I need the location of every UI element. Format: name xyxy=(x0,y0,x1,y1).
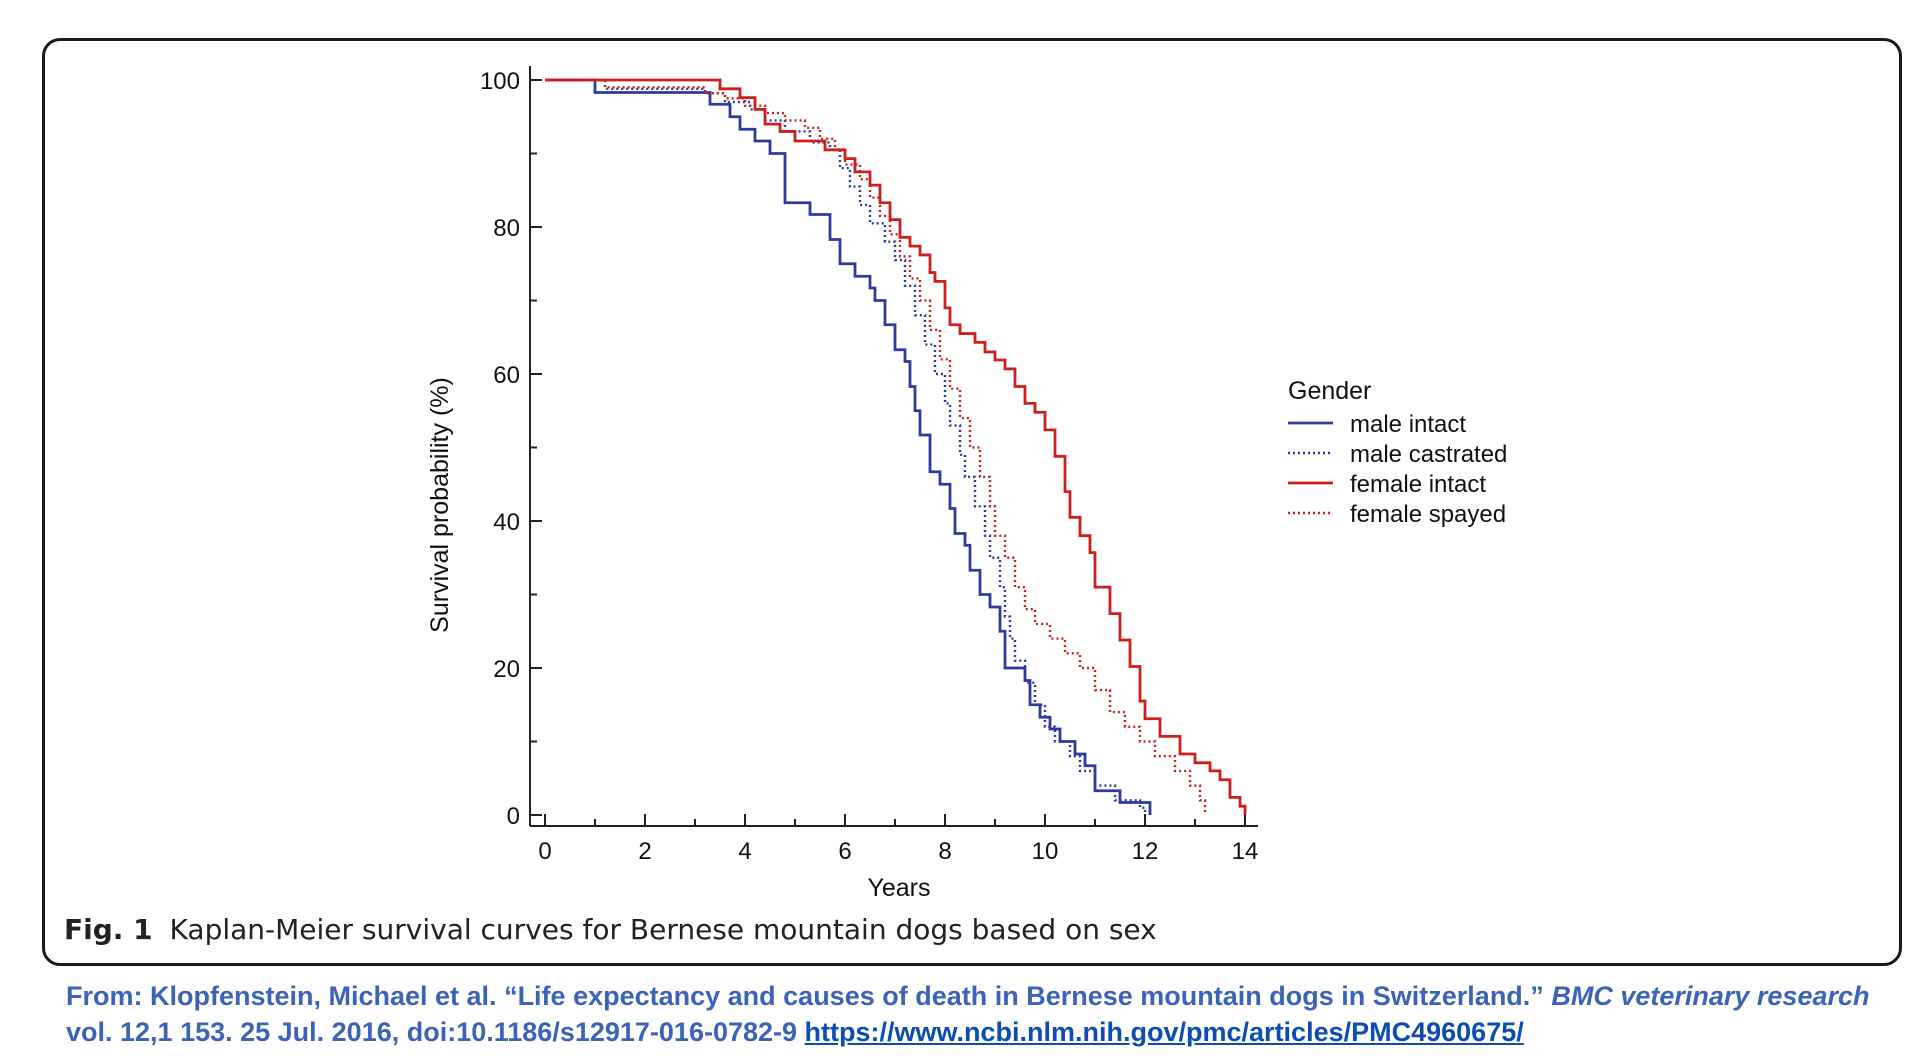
x-axis-label: Years xyxy=(867,874,930,902)
series-male-castrated xyxy=(545,78,1147,815)
x-tick-label: 0 xyxy=(538,838,551,865)
series-female-spayed xyxy=(545,78,1207,815)
y-axis-label: Survival probability (%) xyxy=(426,377,454,633)
figure-frame xyxy=(42,38,1902,966)
citation: From: Klopfenstein, Michael et al. “Life… xyxy=(66,978,1876,1050)
survival-curves xyxy=(545,78,1247,815)
legend-label: female intact xyxy=(1350,471,1486,498)
series-male-intact xyxy=(545,78,1152,815)
x-tick-label: 8 xyxy=(938,838,951,865)
y-tick-label: 60 xyxy=(493,362,520,389)
citation-journal: BMC veterinary research xyxy=(1551,981,1870,1011)
y-tick-label: 20 xyxy=(493,656,520,683)
chart-axes: 0 20 40 60 80 100 0 2 4 6 8 10 12 14 xyxy=(480,66,1258,865)
citation-link[interactable]: https://www.ncbi.nlm.nih.gov/pmc/article… xyxy=(804,1017,1524,1047)
x-tick-label: 12 xyxy=(1132,838,1159,865)
y-tick-label: 0 xyxy=(507,803,520,830)
x-tick-label: 4 xyxy=(738,838,751,865)
legend-label: male intact xyxy=(1350,411,1466,438)
x-tick-label: 6 xyxy=(838,838,851,865)
figure-caption: Fig. 1 Kaplan-Meier survival curves for … xyxy=(64,913,1157,946)
series-female-intact xyxy=(545,78,1247,815)
y-tick-label: 40 xyxy=(493,509,520,536)
legend: Gender male intact male castrated female i… xyxy=(1288,377,1507,528)
legend-title: Gender xyxy=(1288,377,1371,405)
citation-authors-title: From: Klopfenstein, Michael et al. “Life… xyxy=(66,981,1544,1011)
x-tick-label: 2 xyxy=(638,838,651,865)
legend-label: male castrated xyxy=(1350,441,1507,468)
figure-caption-text: Kaplan-Meier survival curves for Bernese… xyxy=(169,913,1157,946)
legend-label: female spayed xyxy=(1350,501,1506,528)
x-tick-label: 14 xyxy=(1232,838,1259,865)
y-tick-label: 100 xyxy=(480,68,520,95)
citation-volume-doi: vol. 12,1 153. 25 Jul. 2016, doi:10.1186… xyxy=(66,1017,798,1047)
x-tick-label: 10 xyxy=(1032,838,1059,865)
figure-caption-label: Fig. 1 xyxy=(64,913,153,946)
y-tick-label: 80 xyxy=(493,215,520,242)
